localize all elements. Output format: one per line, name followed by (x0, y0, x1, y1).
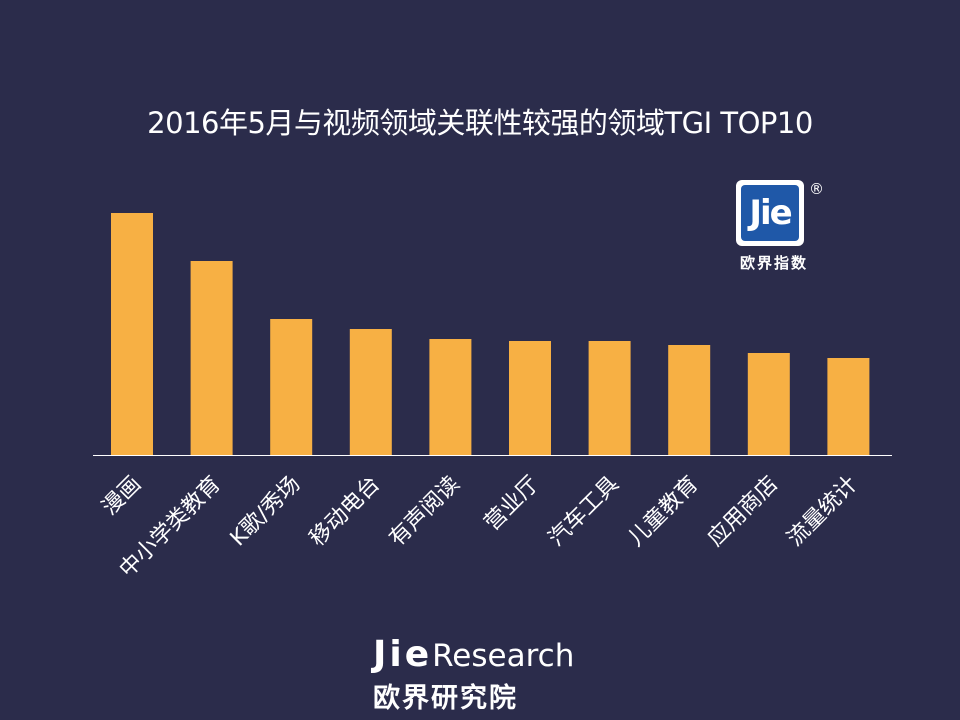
footer-brand-cn: 欧界研究院 (373, 683, 518, 714)
x-tick-label-9: 应用商店 (703, 472, 783, 552)
x-tick-label-4: 移动电台 (305, 472, 385, 552)
bar-7 (588, 341, 631, 455)
x-tick-label-7: 汽车工具 (544, 472, 624, 552)
x-tick-label-6: 营业厅 (480, 472, 544, 536)
jie-index-logo: Jie ® 欧界指数 (736, 180, 832, 275)
bar-4 (349, 329, 392, 455)
x-tick-label-1: 漫画 (97, 472, 146, 521)
bar-2 (190, 261, 233, 455)
registered-mark: ® (809, 180, 824, 198)
x-tick-label-10: 流量统计 (783, 472, 863, 552)
x-tick-label-5: 有声阅读 (385, 472, 465, 552)
bar-3 (270, 319, 313, 455)
footer-brand: JieResearch (373, 634, 633, 675)
footer-brand-light: Research (432, 638, 575, 674)
bar-1 (111, 213, 153, 455)
x-tick-label-8: 儿童教育 (624, 472, 704, 552)
logo-mark: Jie (741, 185, 799, 241)
footer-brand-bold: Jie (373, 634, 433, 675)
logo-badge: Jie (736, 180, 804, 246)
logo-caption: 欧界指数 (739, 254, 808, 272)
chart-title: 2016年5月与视频领域关联性较强的领域TGI TOP10 (147, 106, 813, 140)
bar-5 (429, 339, 472, 455)
bar-9 (747, 353, 790, 455)
bar-6 (509, 341, 551, 455)
x-tick-label-3: K歌/秀场 (226, 472, 306, 552)
bar-10 (827, 358, 870, 455)
bars-group (111, 213, 870, 455)
bar-8 (668, 345, 711, 455)
